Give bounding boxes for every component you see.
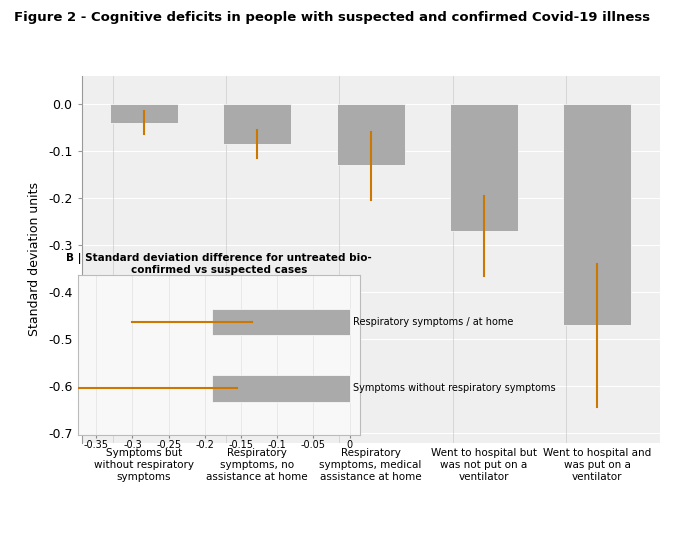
Text: Symptoms without respiratory symptoms: Symptoms without respiratory symptoms	[353, 383, 556, 393]
Bar	[212, 375, 350, 402]
Bar	[337, 104, 405, 165]
Bar	[223, 104, 291, 144]
Bar	[212, 308, 350, 335]
Bar	[110, 104, 178, 123]
Text: B | Standard deviation difference for untreated bio-
confirmed vs suspected case: B | Standard deviation difference for un…	[67, 253, 372, 275]
Text: Figure 2 - Cognitive deficits in people with suspected and confirmed Covid-19 il: Figure 2 - Cognitive deficits in people …	[14, 11, 649, 24]
Bar	[450, 104, 518, 231]
Bar	[563, 104, 631, 325]
Y-axis label: Standard deviation units: Standard deviation units	[28, 182, 41, 336]
Text: Respiratory symptoms / at home: Respiratory symptoms / at home	[353, 317, 513, 327]
